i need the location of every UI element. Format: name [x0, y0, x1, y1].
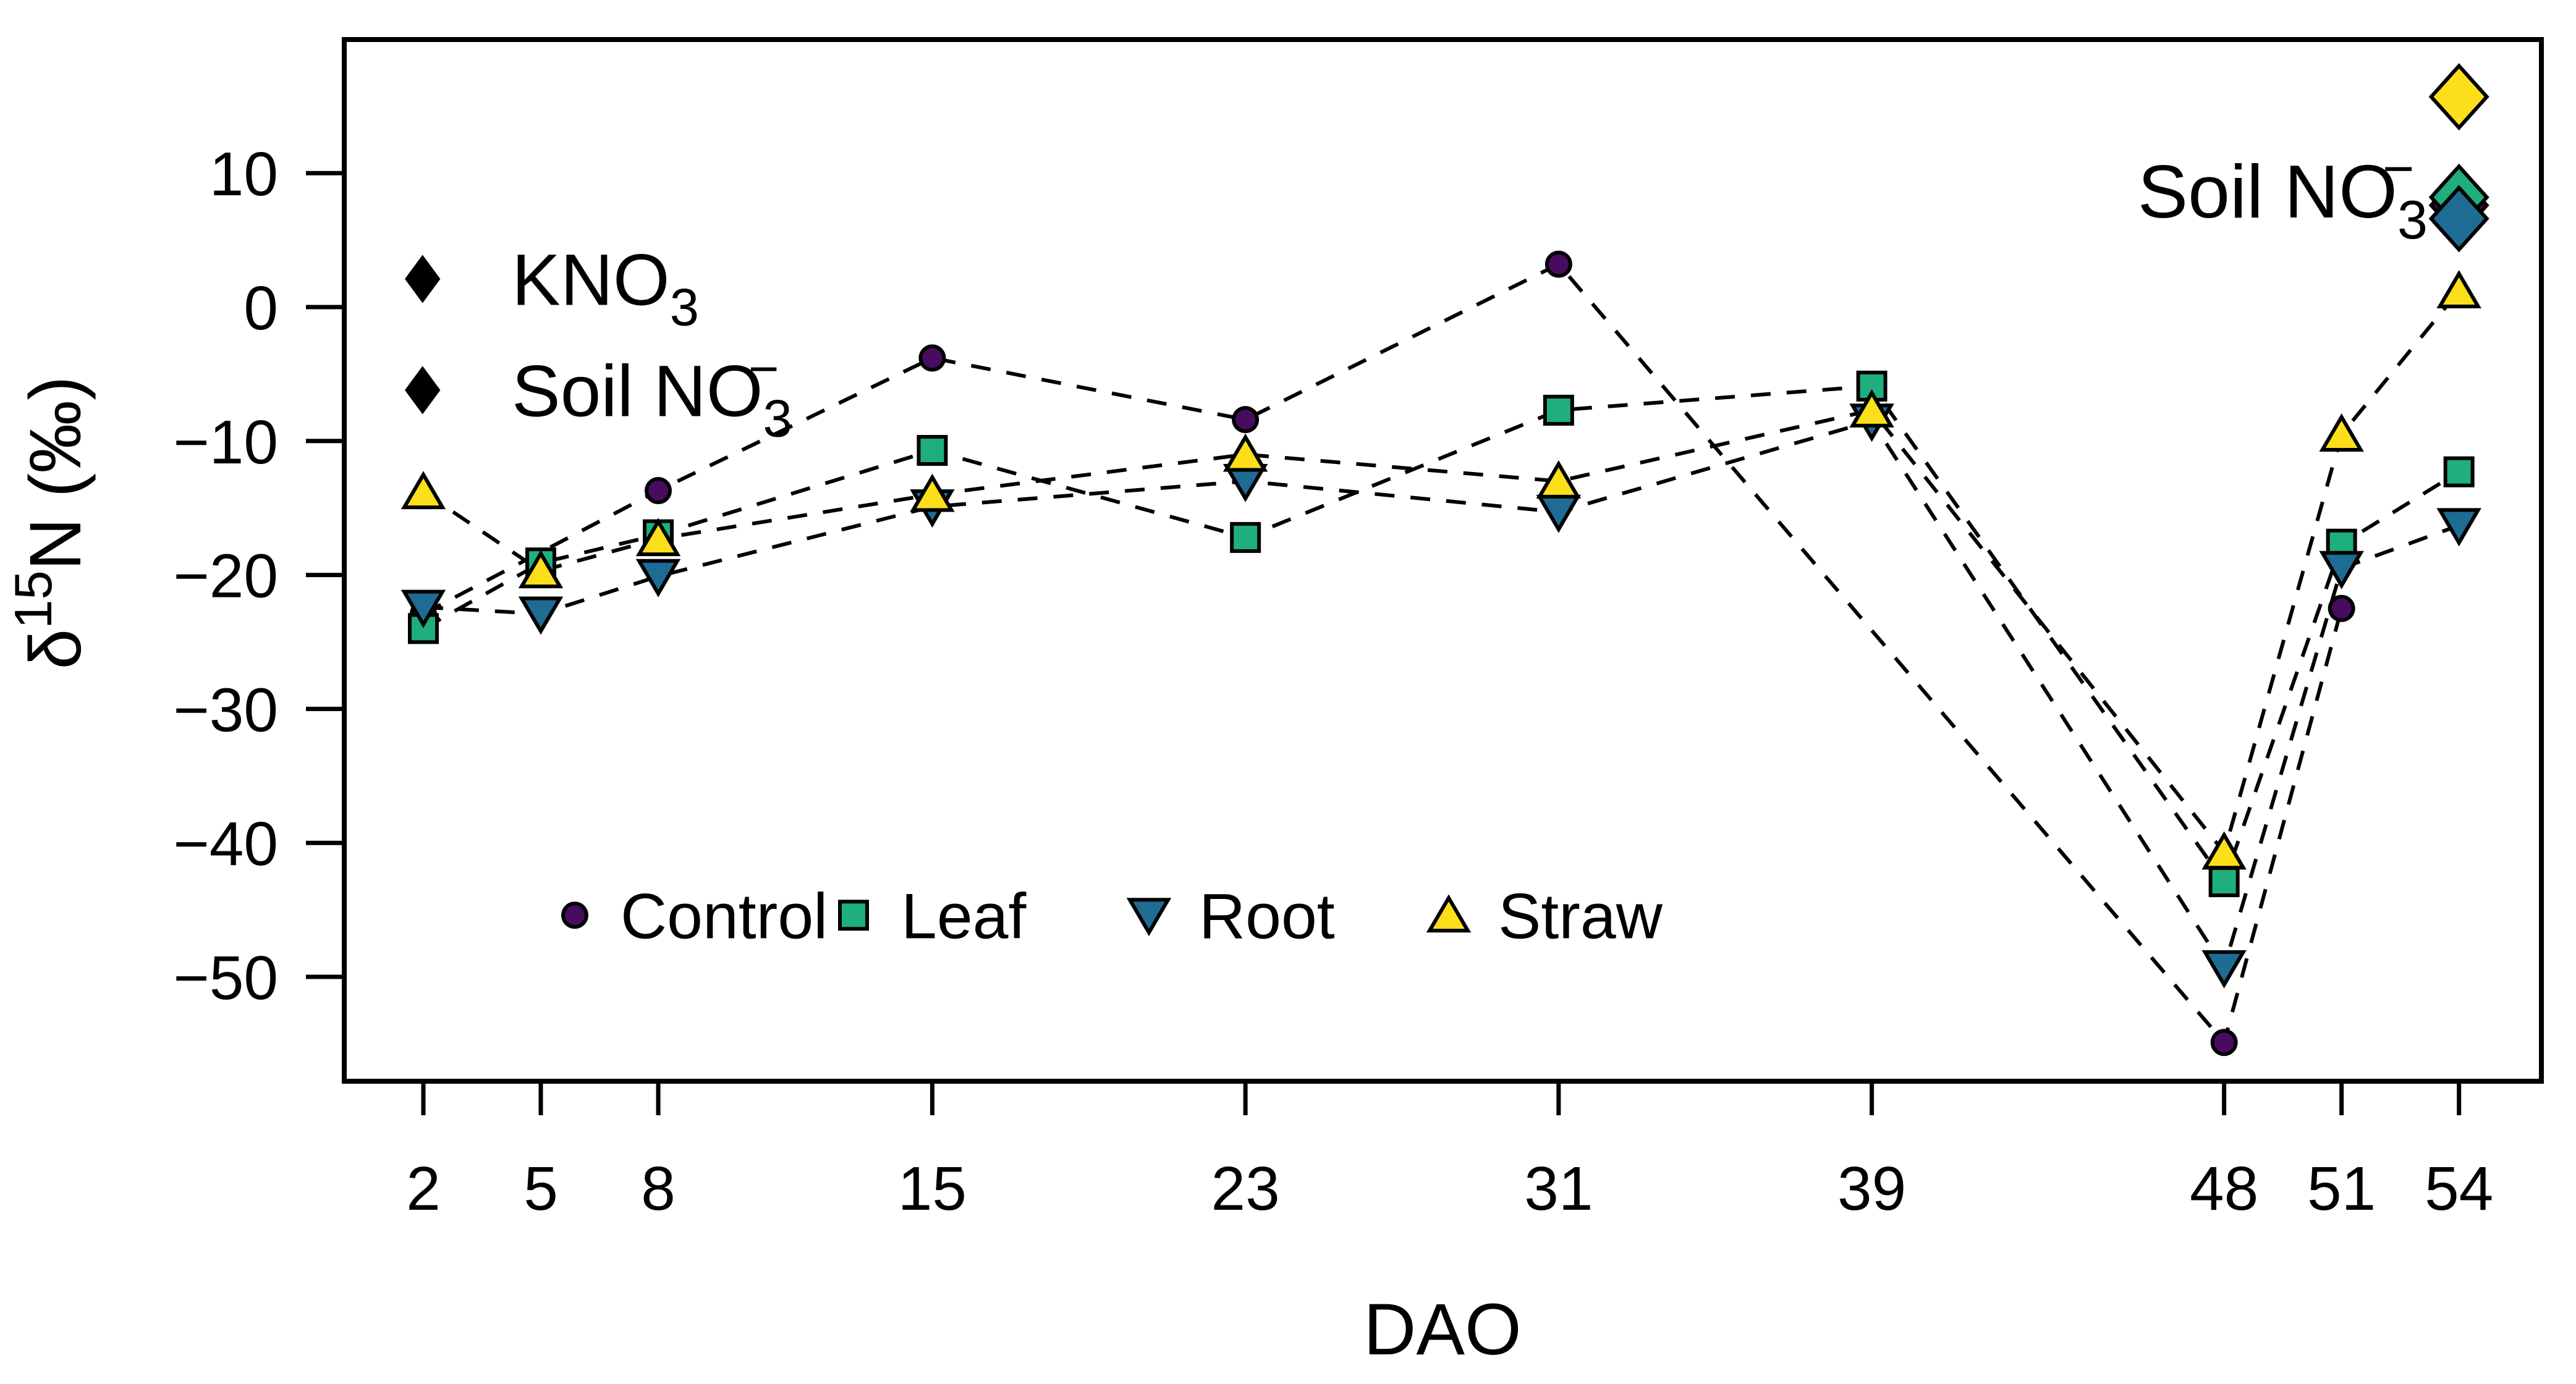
y-tick-label: −40 — [173, 809, 278, 879]
point-straw — [2319, 413, 2364, 452]
point-root — [1536, 494, 1582, 533]
legend-diamond-label: Soil NO3− — [512, 340, 792, 448]
series-markers-straw — [400, 270, 2481, 870]
series-line-leaf — [422, 384, 2460, 886]
point-root — [518, 596, 564, 635]
soil-no3-diamond-root — [2428, 185, 2489, 253]
point-leaf — [917, 434, 948, 466]
legend-diamond-label: KNO3 — [512, 239, 699, 337]
y-tick-label: −10 — [173, 408, 278, 477]
x-tick-label: 54 — [2425, 1154, 2493, 1223]
x-tick-label: 15 — [898, 1154, 967, 1223]
point-leaf — [1230, 521, 1261, 553]
series-line-root — [423, 418, 2460, 972]
x-axis-title: DAO — [1363, 1289, 1522, 1370]
y-tick-label: −20 — [173, 542, 278, 611]
series-markers-leaf — [408, 370, 2475, 898]
y-tick-label: −50 — [173, 943, 278, 1013]
point-root — [2201, 950, 2247, 989]
point-leaf — [2443, 456, 2475, 487]
x-tick-label: 39 — [1837, 1154, 1906, 1223]
point-control — [2328, 594, 2355, 622]
x-tick-label: 48 — [2190, 1154, 2258, 1223]
legend-diamond-kno3 — [405, 255, 441, 303]
point-straw — [910, 473, 955, 512]
soil-no3-annotation: Soil NO3− — [2138, 138, 2428, 250]
point-straw — [1849, 389, 1894, 428]
point-root — [2319, 551, 2364, 589]
legend-label-control: Control — [621, 880, 828, 952]
legend-marker-root — [1126, 898, 1172, 937]
legend-label-leaf: Leaf — [901, 880, 1027, 952]
point-leaf — [1543, 394, 1574, 426]
point-straw — [1222, 433, 1268, 472]
series-line-straw — [422, 290, 2461, 856]
point-straw — [2201, 831, 2247, 870]
x-tick-label: 51 — [2307, 1154, 2376, 1223]
x-tick-label: 23 — [1211, 1154, 1280, 1223]
y-tick-label: 10 — [210, 140, 278, 209]
soil-no3-diamond-straw — [2428, 63, 2489, 131]
y-tick-label: −30 — [173, 675, 278, 745]
point-straw — [400, 471, 446, 510]
x-axis — [421, 1081, 2462, 1115]
legend-label-straw: Straw — [1498, 880, 1663, 952]
point-control — [645, 477, 672, 505]
point-root — [635, 559, 681, 597]
legend-marker-straw — [1426, 894, 1472, 933]
point-control — [1232, 406, 1260, 434]
point-leaf — [2208, 866, 2240, 898]
y-axis — [306, 171, 344, 979]
legend-marker-control — [561, 901, 588, 929]
point-straw — [2436, 270, 2481, 308]
point-root — [2436, 508, 2481, 547]
plot-frame — [342, 37, 2544, 1084]
legend-diamond-soil-no3- — [405, 366, 441, 415]
marker-legend — [561, 894, 1472, 937]
x-tick-label: 2 — [406, 1154, 441, 1223]
point-straw — [1536, 460, 1582, 499]
point-control — [2210, 1029, 2238, 1057]
x-tick-label: 8 — [641, 1154, 676, 1223]
y-tick-label: 0 — [244, 274, 278, 343]
point-root — [400, 589, 446, 628]
legend-marker-leaf — [838, 900, 869, 931]
point-control — [1544, 250, 1572, 278]
point-straw — [635, 518, 681, 557]
x-tick-label: 31 — [1524, 1154, 1593, 1223]
soil-no3-diamonds — [2428, 63, 2489, 253]
y-axis-title: δ15N (‰) — [4, 376, 96, 670]
point-straw — [518, 550, 564, 589]
x-tick-label: 5 — [523, 1154, 558, 1223]
legend-label-root: Root — [1199, 880, 1335, 952]
point-control — [918, 344, 946, 372]
diamond-legend — [405, 255, 441, 415]
